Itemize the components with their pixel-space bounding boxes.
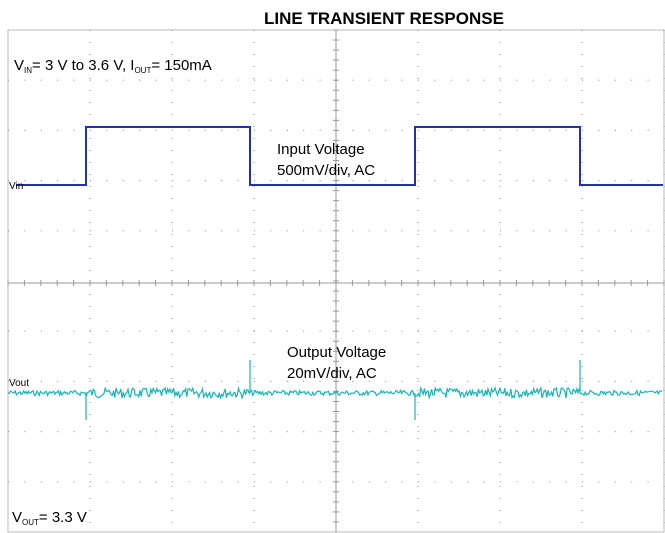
vout-label: VOUT= 3.3 V — [12, 509, 87, 527]
conditions-label: VIN= 3 V to 3.6 V, IOUT= 150mA — [14, 57, 212, 75]
channel-scale: 20mV/div, AC — [287, 365, 377, 382]
subscript: IN — [24, 66, 32, 75]
channel-name: Output Voltage — [287, 344, 386, 361]
text: = 3.3 V — [39, 509, 87, 526]
channel-scale: 500mV/div, AC — [277, 162, 375, 179]
graticule — [7, 29, 665, 533]
text: = 150mA — [151, 57, 211, 74]
text: = 3 V to 3.6 V, I — [32, 57, 134, 74]
text: V — [14, 57, 24, 74]
channel-marker: Vin — [9, 181, 23, 192]
input-waveform — [16, 126, 663, 186]
channel-name: Input Voltage — [277, 141, 365, 158]
text: V — [12, 509, 22, 526]
subscript: OUT — [134, 66, 151, 75]
title: LINE TRANSIENT RESPONSE — [264, 9, 504, 28]
channel-marker: Vout — [9, 378, 29, 389]
subscript: OUT — [22, 518, 39, 527]
output-waveform — [7, 360, 663, 420]
